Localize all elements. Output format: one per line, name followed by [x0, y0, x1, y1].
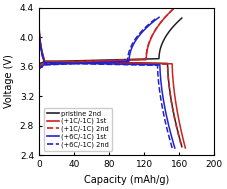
X-axis label: Capacity (mAh/g): Capacity (mAh/g)	[84, 175, 169, 185]
Y-axis label: Voltage (V): Voltage (V)	[4, 55, 14, 108]
Legend: pristine 2nd, (+1C/-1C) 1st, (+1C/-1C) 2nd, (+6C/-1C) 1st, (+6C/-1C) 2nd: pristine 2nd, (+1C/-1C) 1st, (+1C/-1C) 2…	[44, 108, 112, 151]
